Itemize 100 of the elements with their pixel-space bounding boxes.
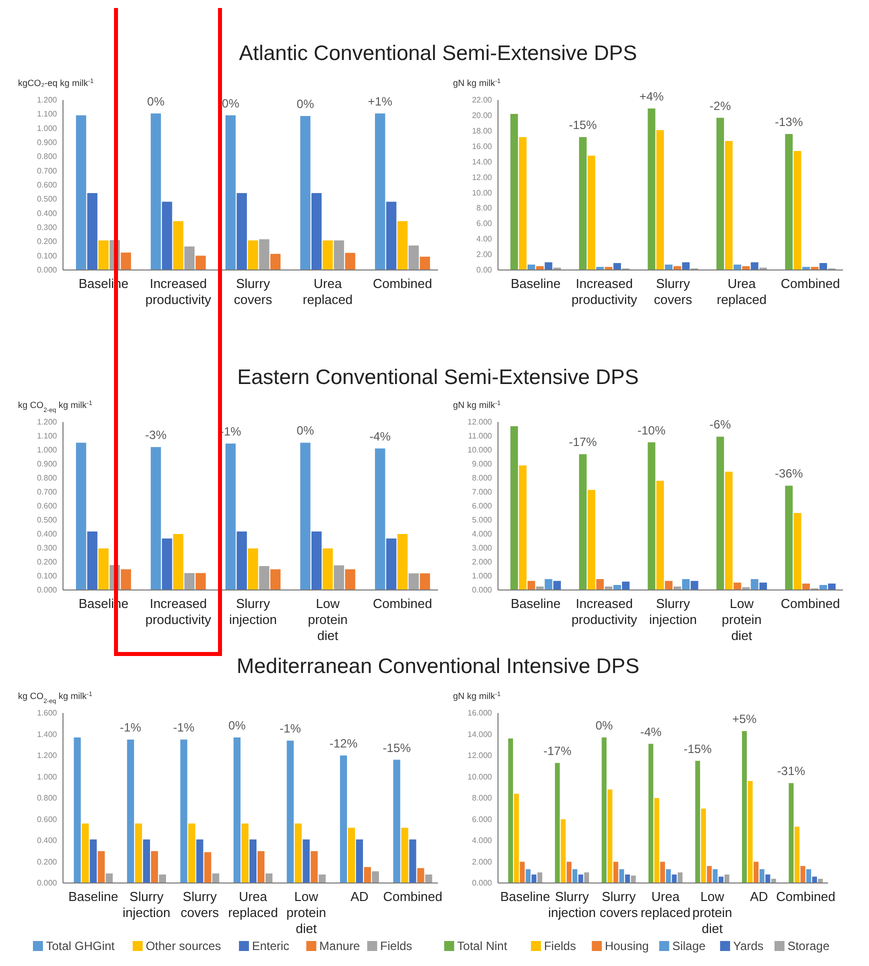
- bar: [82, 824, 89, 883]
- bar: [364, 867, 371, 883]
- bar: [526, 869, 531, 883]
- bar: [334, 240, 344, 270]
- bar: [420, 573, 430, 590]
- bar: [270, 569, 281, 590]
- bar: [196, 839, 204, 883]
- y-tick-label: 2.000: [472, 558, 493, 567]
- bar: [311, 531, 322, 590]
- annotation: -1%: [280, 722, 302, 736]
- bar: [819, 263, 828, 270]
- bar: [828, 584, 836, 590]
- bar: [120, 569, 132, 590]
- bar: [532, 874, 536, 883]
- y-axis-title: gN kg milk$^{-1}$: [453, 400, 502, 410]
- legend-label: Yards: [733, 939, 764, 953]
- bar: [602, 737, 607, 883]
- y-tick-label: 5.000: [472, 516, 493, 525]
- bar: [98, 548, 109, 590]
- bar: [173, 534, 184, 590]
- bar: [759, 582, 767, 590]
- y-axis-title: kg CO$_{2-eq}$ kg milk$^{-1}$: [18, 690, 93, 704]
- bar: [788, 783, 794, 883]
- bar: [648, 442, 656, 590]
- y-tick-label: 8.00: [476, 204, 493, 213]
- bar: [196, 573, 206, 590]
- y-tick-label: 3.000: [472, 544, 493, 553]
- bar: [135, 824, 142, 883]
- bar: [625, 874, 630, 883]
- bar: [393, 760, 400, 883]
- y-tick-label: 0.200: [36, 558, 58, 567]
- bar: [579, 137, 587, 270]
- bar: [510, 114, 518, 270]
- legend-label: Housing: [604, 939, 649, 953]
- bar: [408, 573, 419, 590]
- y-tick-label: 0.800: [36, 794, 58, 803]
- y-tick-label: 0.500: [36, 516, 58, 525]
- bar: [257, 851, 264, 883]
- legend-label: Manure: [319, 939, 360, 953]
- bar: [802, 584, 810, 590]
- bar: [682, 262, 690, 270]
- annotation: -10%: [638, 423, 666, 438]
- bar: [750, 579, 758, 590]
- x-tick-label: Increased productivity: [571, 276, 638, 307]
- bar: [785, 134, 793, 270]
- annotation: -15%: [568, 118, 598, 132]
- bar: [619, 869, 624, 883]
- bar: [572, 869, 578, 883]
- bar: [742, 731, 747, 883]
- annotation: 0%: [147, 94, 165, 108]
- bar: [800, 866, 806, 883]
- y-tick-label: 4.000: [472, 530, 493, 539]
- annotation: 0%: [296, 424, 314, 438]
- y-tick-label: 6.000: [472, 502, 493, 511]
- chart-title: Mediterranean Conventional Intensive DPS: [236, 655, 640, 678]
- bar: [674, 266, 682, 270]
- y-tick-label: 4.00: [476, 234, 493, 244]
- y-tick-label: 12.00: [472, 172, 493, 182]
- bar: [613, 862, 618, 883]
- annotation: 0%: [296, 97, 314, 112]
- bar: [554, 762, 560, 883]
- bar: [420, 256, 430, 270]
- y-tick-label: 1.100: [36, 110, 58, 119]
- x-tick-label: Low protein diet: [308, 596, 348, 643]
- legend-label: Total GHGint: [46, 939, 116, 953]
- y-tick-label: 1.200: [36, 96, 58, 105]
- annotation: -1%: [220, 424, 242, 439]
- y-tick-label: 0.100: [36, 572, 58, 581]
- bar: [725, 472, 733, 590]
- y-tick-label: 0.000: [472, 586, 493, 595]
- bar: [120, 252, 132, 270]
- bar: [143, 839, 150, 883]
- x-tick-label: Slurry covers: [234, 276, 273, 307]
- bar: [666, 869, 671, 883]
- bar: [345, 252, 356, 270]
- legend-label: Fields: [544, 939, 576, 953]
- bar: [408, 245, 419, 270]
- x-tick-label: Urea replaced: [228, 889, 278, 920]
- bar: [162, 538, 172, 590]
- annotation: -36%: [774, 466, 804, 481]
- y-tick-label: 10.00: [472, 188, 493, 198]
- bar: [622, 582, 630, 590]
- x-tick-label: Slurry injection: [548, 889, 596, 920]
- x-tick-label: Low protein diet: [692, 889, 732, 936]
- y-tick-label: 22.00: [472, 96, 493, 105]
- bar: [664, 580, 672, 590]
- bar: [225, 444, 236, 590]
- bar: [608, 790, 612, 883]
- y-axis-title: kgCO₂-eq kg milk$^{-1}$: [18, 78, 94, 88]
- bar: [566, 862, 572, 883]
- annotation: -1%: [120, 720, 142, 735]
- y-tick-label: 1.000: [36, 124, 58, 133]
- x-tick-label: Combined: [776, 889, 836, 904]
- bar: [162, 202, 172, 270]
- x-tick-label: Combined: [383, 889, 442, 904]
- legend-label: Other sources: [146, 939, 222, 953]
- bar: [294, 824, 302, 883]
- x-tick-label: Combined: [780, 276, 840, 291]
- x-tick-label: Slurry covers: [180, 889, 220, 920]
- annotation: -12%: [329, 736, 358, 750]
